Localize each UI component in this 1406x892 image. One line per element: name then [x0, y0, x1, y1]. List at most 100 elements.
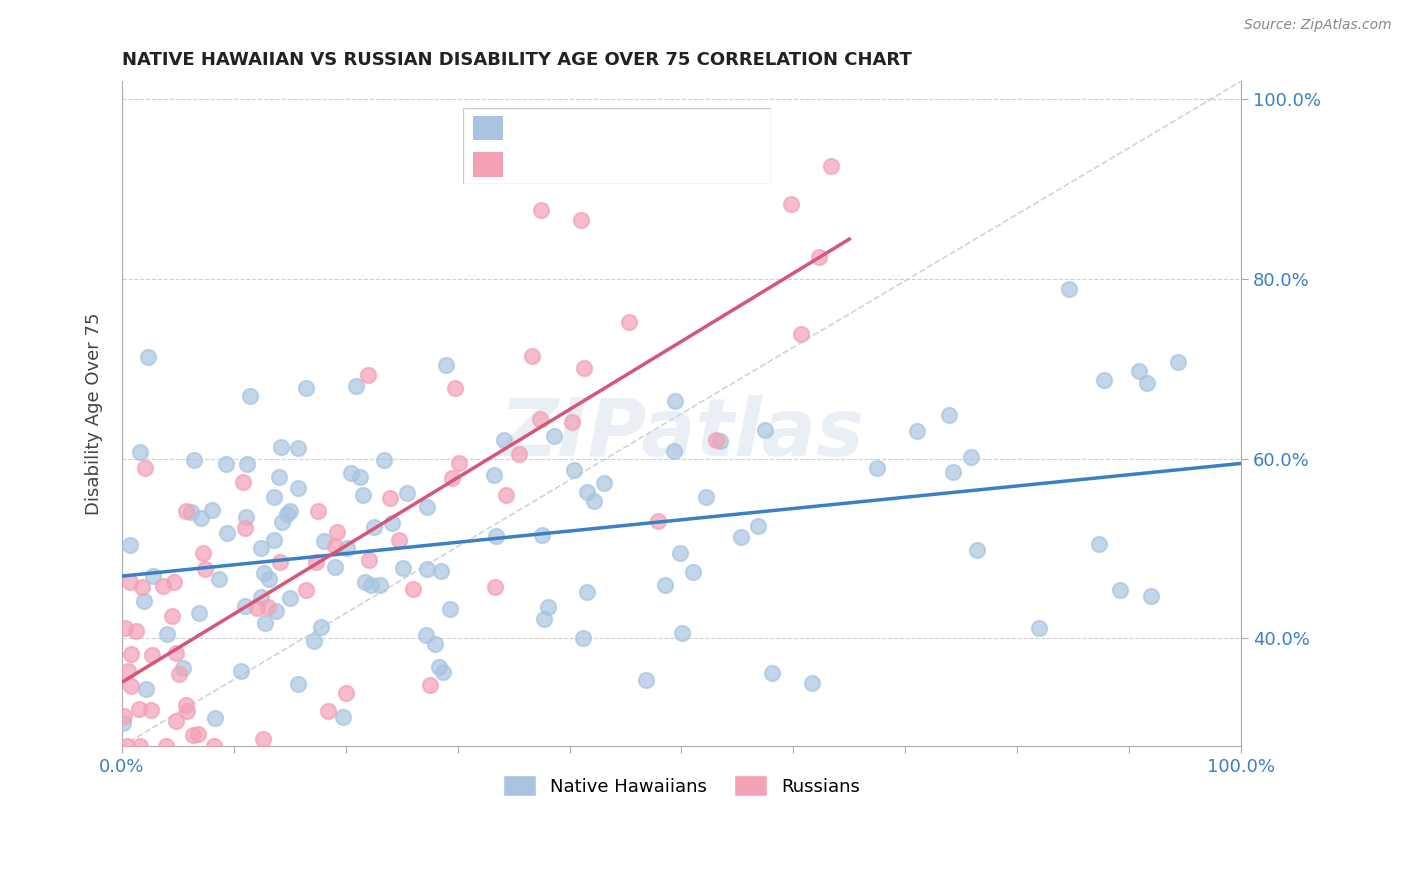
Point: [167, 667, 190, 681]
Point: [636, 673, 658, 687]
Point: [530, 202, 553, 217]
Point: [695, 491, 717, 505]
Point: [730, 530, 752, 544]
Point: [572, 361, 595, 376]
Point: [278, 504, 301, 518]
Point: [530, 528, 553, 542]
Point: [233, 521, 256, 535]
Point: [820, 159, 842, 173]
Point: [155, 739, 177, 753]
Point: [754, 423, 776, 437]
Point: [1028, 621, 1050, 635]
Point: [246, 600, 269, 615]
Point: [278, 591, 301, 605]
Point: [575, 485, 598, 500]
Point: [966, 543, 988, 558]
Point: [1128, 364, 1150, 378]
Point: [617, 315, 640, 329]
Point: [537, 599, 560, 614]
Point: [1057, 282, 1080, 296]
Point: [354, 574, 377, 589]
Point: [790, 327, 813, 342]
Point: [671, 626, 693, 640]
Point: [156, 626, 179, 640]
Point: [120, 647, 142, 661]
Point: [235, 509, 257, 524]
Point: [187, 727, 209, 741]
Point: [1092, 373, 1115, 387]
Point: [427, 660, 450, 674]
Point: [360, 578, 382, 592]
Point: [325, 539, 347, 553]
Point: [233, 599, 256, 613]
Point: [142, 569, 165, 583]
Point: [135, 682, 157, 697]
Point: [181, 729, 204, 743]
Point: [484, 581, 506, 595]
Point: [190, 510, 212, 524]
Point: [392, 561, 415, 575]
Point: [229, 664, 252, 678]
Point: [276, 507, 298, 521]
Point: [339, 784, 361, 798]
Point: [495, 488, 517, 502]
Point: [576, 585, 599, 599]
Point: [669, 546, 692, 560]
Point: [249, 590, 271, 604]
Point: [165, 714, 187, 728]
Point: [128, 702, 150, 716]
Point: [323, 560, 346, 574]
Point: [562, 463, 585, 477]
Point: [747, 519, 769, 533]
Point: [120, 538, 142, 552]
Y-axis label: Disability Age Over 75: Disability Age Over 75: [86, 312, 103, 515]
Point: [942, 465, 965, 479]
Point: [373, 452, 395, 467]
Point: [134, 461, 156, 475]
Point: [416, 500, 439, 514]
Point: [291, 811, 314, 825]
Point: [1167, 355, 1189, 369]
Point: [180, 505, 202, 519]
Point: [484, 468, 506, 483]
Point: [1136, 376, 1159, 390]
Point: [194, 562, 217, 576]
Point: [441, 471, 464, 485]
Point: [136, 350, 159, 364]
Point: [202, 739, 225, 753]
Point: [357, 368, 380, 383]
Point: [353, 488, 375, 502]
Point: [129, 739, 152, 753]
Point: [174, 698, 197, 713]
Point: [174, 504, 197, 518]
Point: [120, 679, 142, 693]
Point: [938, 408, 960, 422]
Point: [335, 686, 357, 700]
Text: Source: ZipAtlas.com: Source: ZipAtlas.com: [1244, 18, 1392, 32]
Point: [307, 504, 329, 518]
Point: [117, 665, 139, 679]
Point: [111, 715, 134, 730]
Point: [664, 394, 686, 409]
Point: [866, 460, 889, 475]
Point: [592, 475, 614, 490]
Point: [287, 482, 309, 496]
Text: ZIPatlas: ZIPatlas: [499, 394, 863, 473]
Point: [543, 429, 565, 443]
Point: [336, 541, 359, 555]
Point: [447, 457, 470, 471]
Point: [533, 612, 555, 626]
Point: [905, 425, 928, 439]
Point: [304, 634, 326, 648]
Point: [340, 466, 363, 480]
Point: [269, 555, 291, 569]
Point: [647, 514, 669, 528]
Point: [508, 447, 530, 461]
Point: [395, 485, 418, 500]
Point: [522, 349, 544, 363]
Point: [271, 515, 294, 529]
Point: [253, 566, 276, 581]
Point: [114, 709, 136, 723]
Point: [162, 608, 184, 623]
Point: [118, 574, 141, 589]
